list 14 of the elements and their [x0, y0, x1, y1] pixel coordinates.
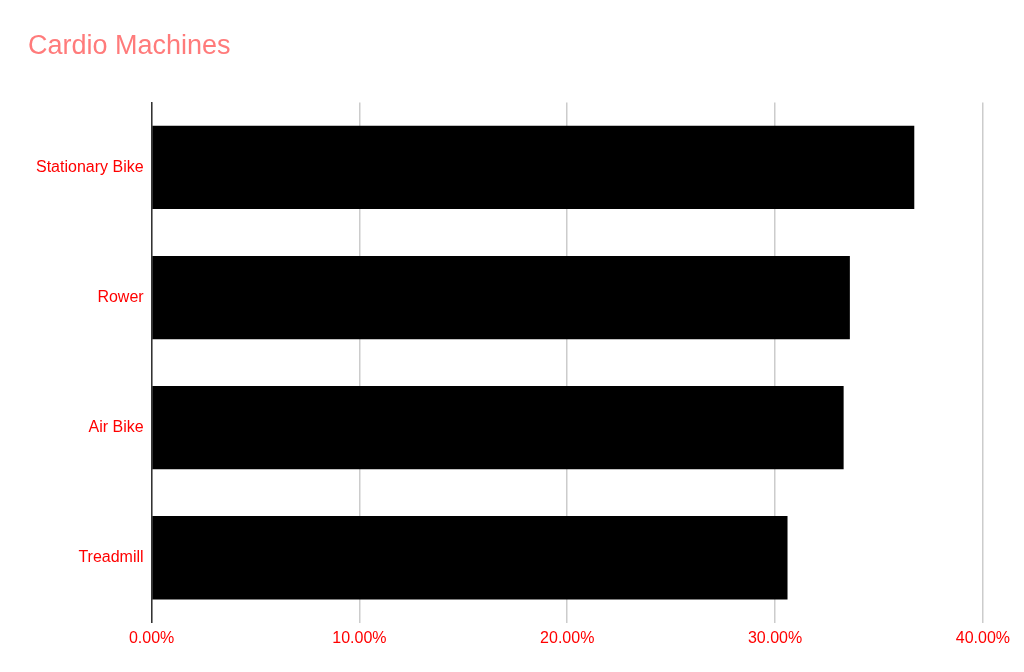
y-tick-label: Stationary Bike — [36, 157, 144, 175]
x-tick-label: 40.00% — [955, 628, 1010, 646]
bar — [152, 125, 915, 210]
y-tick-label: Treadmill — [78, 548, 144, 566]
y-tick-label: Air Bike — [88, 418, 144, 436]
bar — [152, 516, 788, 600]
chart-title: Cardio Machines — [28, 29, 231, 60]
bar — [152, 255, 850, 340]
bar — [152, 386, 844, 470]
y-tick-label: Rower — [97, 287, 145, 305]
x-tick-label: 30.00% — [747, 628, 803, 646]
x-tick-label: 0.00% — [128, 628, 175, 646]
x-tick-label: 10.00% — [332, 628, 387, 646]
x-tick-label: 20.00% — [540, 628, 595, 646]
